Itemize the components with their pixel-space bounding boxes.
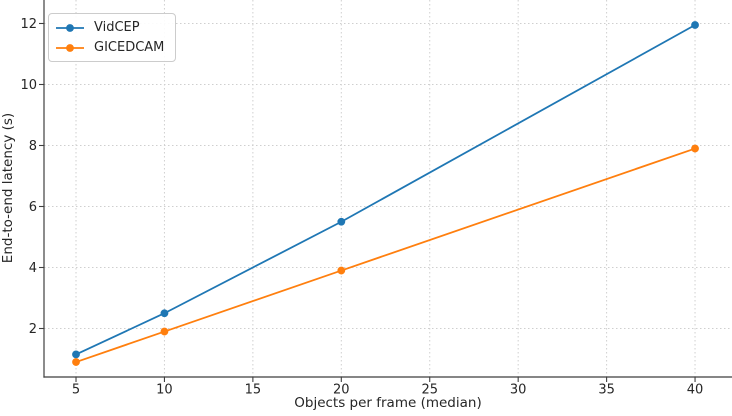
x-tick-label: 15 (245, 383, 262, 398)
data-point-gicedcam (160, 327, 169, 336)
y-tick-label: 2 (29, 322, 37, 337)
legend: VidCEP GICEDCAM (48, 13, 177, 62)
data-point-vidcep (691, 21, 699, 29)
x-tick-label: 25 (421, 383, 438, 398)
data-point-gicedcam (337, 266, 346, 275)
legend-line-marker-sample (56, 43, 84, 52)
x-tick-label: 10 (156, 383, 173, 398)
y-tick-label: 12 (20, 17, 37, 32)
tick-label-layer: 5 10 15 20 25 30 35 40 2 4 6 8 10 12 (20, 17, 703, 398)
x-tick-label: 5 (72, 383, 80, 398)
series-line-gicedcam (75, 147, 696, 363)
data-point-vidcep (72, 350, 80, 359)
y-tick-label: 4 (29, 261, 37, 276)
legend-label: VidCEP (94, 20, 140, 35)
x-tick-label: 20 (333, 383, 350, 398)
legend-label: GICEDCAM (94, 40, 165, 55)
x-tick-label: 35 (598, 383, 615, 398)
series-layer (72, 21, 699, 366)
y-tick-label: 8 (29, 139, 37, 154)
grid-layer (44, 0, 732, 377)
x-tick-label: 40 (687, 383, 704, 398)
y-tick-label: 10 (20, 78, 37, 93)
legend-entry-gicedcam: GICEDCAM (55, 38, 164, 57)
data-point-gicedcam (72, 358, 80, 366)
data-point-gicedcam (691, 144, 699, 153)
data-point-vidcep (337, 217, 346, 226)
tick-layer (39, 22, 696, 382)
legend-entry-vidcep: VidCEP (55, 18, 164, 37)
x-axis-label: Objects per frame (median) (294, 395, 481, 411)
spine-layer (43, 0, 732, 378)
data-point-vidcep (160, 309, 169, 318)
y-axis-label: End-to-end latency (s) (0, 113, 16, 263)
series-line-vidcep (75, 24, 696, 356)
y-tick-label: 6 (29, 200, 37, 215)
legend-line-marker-sample (56, 23, 84, 32)
x-tick-label: 30 (510, 383, 527, 398)
